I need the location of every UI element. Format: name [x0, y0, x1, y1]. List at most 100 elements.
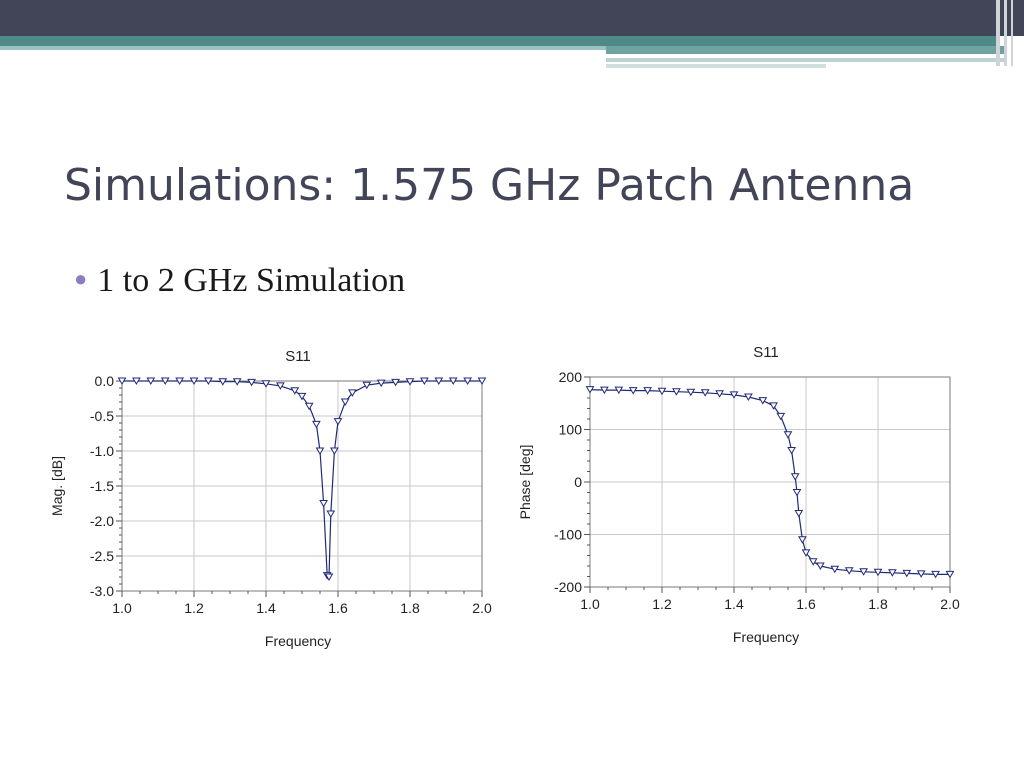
data-point: [330, 447, 339, 455]
data-point: [798, 536, 807, 544]
data-point: [916, 570, 926, 578]
y-tick-label: 0.0: [95, 373, 115, 389]
y-axis-label: Mag. [dB]: [49, 456, 65, 516]
corner-stripe: [996, 0, 1000, 66]
x-tick-label: 1.4: [724, 596, 744, 612]
accent-line-short: [606, 64, 826, 68]
data-point: [628, 387, 638, 395]
data-point: [405, 378, 415, 386]
data-point: [769, 402, 778, 410]
s11-phase-chart: S11 1.0 1.2 1.4 1.6 1.8 2.0 200 100 0 -100 -200 Freq…: [517, 344, 960, 645]
y-tick-label: -1.0: [90, 443, 114, 459]
accent-band-right: [606, 46, 1006, 54]
chart-title: S11: [285, 348, 311, 365]
data-point: [420, 377, 429, 385]
data-point: [448, 377, 458, 385]
y-tick-label: 100: [559, 422, 583, 438]
data-point: [434, 377, 444, 385]
data-point: [945, 570, 955, 579]
data-point: [643, 387, 652, 395]
bullet-dot-icon: ●: [74, 266, 88, 291]
data-point: [600, 386, 609, 395]
data-point: [290, 387, 300, 395]
s11-magnitude-chart: S11 1.0 1.2 1.4 1.6 1.8 2.0 0.0 -0.5 -1.0 -1.5 -2.0…: [49, 348, 492, 649]
data-point: [391, 378, 400, 387]
y-tick-label: -2.0: [90, 513, 114, 529]
data-point: [585, 386, 595, 394]
data-point: [816, 562, 825, 570]
data-point: [744, 393, 753, 401]
data-point: [729, 391, 739, 399]
data-point: [319, 500, 328, 508]
corner-stripe: [1004, 0, 1007, 66]
data-point: [758, 397, 768, 405]
x-tick-label: 1.0: [580, 596, 600, 612]
y-axis-label: Phase [deg]: [517, 445, 533, 520]
data-point: [348, 389, 357, 397]
data-point: [304, 402, 314, 411]
x-tick-label: 1.8: [868, 596, 888, 612]
data-point: [218, 378, 228, 386]
data-point: [315, 447, 325, 455]
x-axis-label: Frequency: [733, 629, 799, 645]
y-tick-label: -200: [554, 579, 582, 595]
slide-title: Simulations: 1.575 GHz Patch Antenna: [64, 160, 915, 211]
data-point: [175, 377, 184, 385]
accent-band: [0, 36, 1000, 46]
data-point: [783, 431, 793, 439]
data-point: [261, 380, 271, 388]
x-tick-label: 2.0: [472, 600, 492, 616]
data-point: [844, 567, 854, 575]
data-point: [333, 418, 343, 426]
data-point: [902, 569, 912, 578]
x-tick-label: 1.6: [328, 600, 348, 616]
data-point: [657, 387, 667, 396]
y-tick-label: -1.5: [90, 478, 114, 494]
data-point: [247, 378, 256, 387]
data-point: [931, 570, 940, 579]
data-point: [326, 510, 336, 518]
data-point: [204, 377, 213, 385]
header-bar: [0, 0, 1024, 36]
chart-title: S11: [753, 344, 779, 361]
y-tick-label: 0: [574, 474, 582, 490]
data-point: [859, 568, 868, 576]
data-point: [189, 377, 199, 385]
data-point: [888, 569, 897, 577]
x-tick-label: 1.0: [112, 600, 132, 616]
data-point: [232, 378, 242, 386]
data-point: [160, 377, 170, 385]
y-tick-label: -3.0: [90, 583, 114, 599]
bullet-item: ● 1 to 2 GHz Simulation: [74, 262, 405, 300]
data-point: [790, 473, 800, 481]
data-point: [787, 447, 796, 455]
x-tick-label: 1.6: [796, 596, 816, 612]
data-point: [686, 388, 696, 397]
data-point: [715, 390, 724, 398]
data-point: [312, 420, 321, 429]
data-point: [808, 558, 818, 566]
data-point: [873, 568, 883, 577]
data-point: [830, 565, 840, 574]
y-tick-label: 200: [559, 369, 583, 385]
data-point: [700, 389, 710, 397]
data-point: [340, 398, 350, 406]
x-tick-label: 1.8: [400, 600, 420, 616]
data-point: [146, 377, 156, 385]
y-tick-label: -0.5: [90, 408, 114, 424]
accent-line-right: [606, 58, 1006, 62]
bullet-text: 1 to 2 GHz Simulation: [97, 262, 406, 299]
corner-stripe: [1011, 0, 1013, 66]
data-point: [117, 377, 127, 385]
data-point: [362, 381, 372, 390]
data-point: [324, 573, 334, 581]
x-tick-label: 1.2: [184, 600, 204, 616]
y-tick-label: -2.5: [90, 548, 114, 564]
data-point: [792, 489, 802, 497]
data-point: [614, 386, 624, 395]
data-point: [794, 510, 804, 518]
x-tick-label: 1.2: [652, 596, 672, 612]
accent-band-light: [0, 46, 606, 50]
data-point: [801, 549, 811, 557]
data-point: [463, 377, 472, 385]
